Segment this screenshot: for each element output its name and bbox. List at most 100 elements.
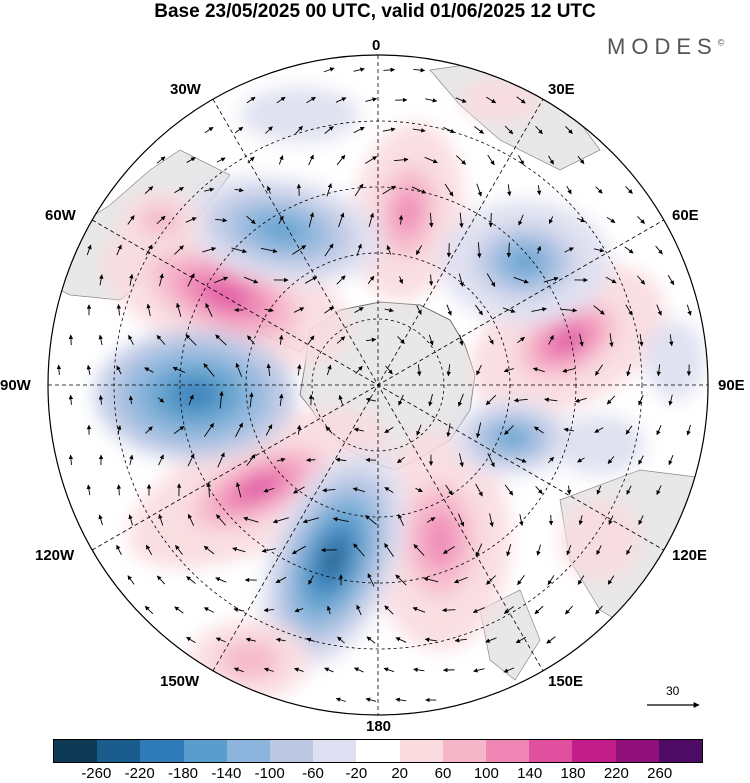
wind-vector [686, 304, 692, 316]
longitude-label-60e: 60E [672, 207, 699, 224]
wind-vector [205, 302, 213, 317]
colorbar-tick-label: 220 [603, 765, 629, 782]
wind-vector [636, 275, 646, 285]
wind-vector [504, 484, 514, 496]
wind-vector [504, 425, 514, 435]
anomaly-contour [497, 428, 527, 448]
wind-vector [385, 365, 393, 375]
wind-vector [503, 368, 515, 373]
wind-vector [608, 515, 614, 525]
wind-vector [398, 513, 404, 526]
wind-vector [459, 334, 464, 346]
wind-vector [382, 127, 396, 132]
wind-vector [515, 457, 527, 463]
wind-vector [423, 576, 439, 583]
wind-vector [536, 185, 542, 196]
wind-vector [158, 514, 164, 526]
wind-vector [324, 243, 334, 257]
wind-vector [296, 364, 302, 376]
wind-vector [98, 514, 103, 526]
wind-vector [325, 426, 333, 434]
wind-vector [127, 215, 135, 225]
wind-vector [172, 366, 186, 373]
wind-vector [86, 484, 92, 496]
wind-vector [442, 607, 456, 613]
wind-vector [306, 457, 316, 463]
colorbar-tick-label: 140 [517, 765, 543, 782]
wind-vector [291, 545, 306, 555]
wind-vector [547, 575, 555, 585]
wind-vector [607, 456, 615, 465]
wind-vector [503, 606, 515, 614]
wind-vector [338, 394, 343, 405]
wind-vector [144, 367, 154, 373]
wind-vector [276, 457, 286, 463]
wind-vector [458, 513, 465, 527]
wind-vector [128, 514, 133, 526]
wind-vector [396, 456, 405, 464]
anomaly-contour [551, 327, 585, 353]
wind-vector [294, 607, 304, 613]
wind-vector [383, 67, 396, 73]
wind-vector [517, 336, 525, 344]
wind-vector [186, 576, 196, 584]
wind-vector [398, 214, 404, 225]
colorbar-segment [270, 740, 314, 762]
wind-vector [535, 485, 543, 495]
wind-vector [548, 155, 554, 165]
wind-vector [158, 454, 164, 466]
wind-vector [308, 575, 314, 585]
wind-vector [609, 333, 614, 348]
wind-vector [278, 334, 284, 345]
wind-vector [187, 513, 195, 526]
wind-vector [515, 636, 527, 644]
wind-vector [174, 186, 184, 194]
wind-vector [428, 334, 434, 346]
wind-vector [323, 67, 335, 73]
wind-vector [68, 454, 74, 466]
wind-vector [235, 362, 243, 378]
wind-vector [203, 422, 215, 437]
wind-vector [243, 516, 259, 523]
anomaly-contour [580, 520, 620, 560]
wind-vector [324, 667, 334, 673]
wind-vector [456, 155, 466, 165]
colorbar-segment [399, 740, 443, 762]
wind-vector [279, 393, 284, 407]
wind-vector [605, 276, 617, 284]
wind-vector [233, 607, 245, 612]
wind-vector [395, 637, 407, 643]
wind-vector [485, 394, 497, 406]
wind-vector [186, 157, 196, 163]
wind-vector [245, 637, 256, 642]
wind-vector [324, 306, 334, 314]
colorbar-segment [356, 740, 400, 762]
wind-vector [485, 637, 497, 643]
wind-vector [145, 426, 153, 434]
wind-vector [566, 485, 572, 495]
colorbar-segment [658, 740, 703, 762]
wind-vector [548, 335, 554, 345]
wind-vector [564, 247, 574, 253]
wind-vector [413, 67, 426, 73]
wind-vector [667, 275, 675, 286]
wind-vector [175, 545, 183, 555]
anomaly-contour [321, 541, 345, 579]
wind-vector [247, 335, 255, 345]
wind-vector [487, 154, 495, 166]
wind-vector [577, 575, 585, 585]
wind-vector [593, 305, 605, 315]
wind-vector [174, 245, 184, 255]
colorbar-segment [572, 740, 616, 762]
wind-vector [366, 636, 376, 644]
wind-vector [594, 364, 604, 376]
longitude-label-120e: 120E [672, 547, 708, 564]
wind-vector [517, 575, 525, 586]
wind-vector [383, 667, 395, 673]
wind-vector [232, 547, 246, 553]
wind-vector [294, 667, 304, 672]
wind-vector [518, 214, 524, 226]
colorbar-segment [54, 740, 98, 762]
wind-vector [625, 304, 633, 316]
wind-vector [506, 543, 512, 557]
